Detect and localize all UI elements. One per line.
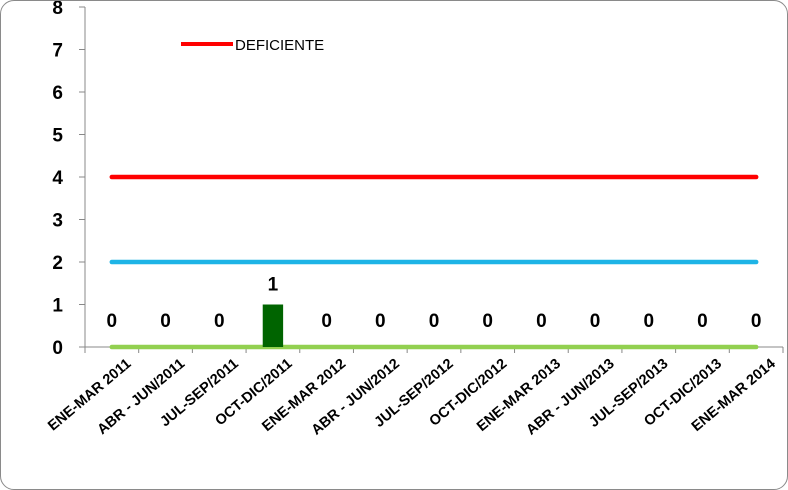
y-tick-label: 7 bbox=[52, 41, 63, 62]
data-label: 1 bbox=[268, 275, 279, 296]
axes bbox=[79, 6, 784, 353]
bar bbox=[262, 304, 284, 347]
data-label: 0 bbox=[375, 311, 386, 332]
y-tick-label: 4 bbox=[52, 168, 63, 189]
data-label: 0 bbox=[536, 311, 547, 332]
y-tick-label: 6 bbox=[52, 83, 63, 104]
y-tick-label: 2 bbox=[52, 253, 63, 274]
data-label: 0 bbox=[107, 311, 118, 332]
bars bbox=[262, 304, 284, 347]
y-tick-label: 5 bbox=[52, 126, 63, 147]
data-label: 0 bbox=[697, 311, 708, 332]
legend: DEFICIENTE bbox=[181, 37, 324, 54]
y-tick-label: 0 bbox=[52, 338, 63, 359]
y-tick-label: 3 bbox=[52, 211, 63, 232]
y-tick-labels: 0 1 2 3 4 5 6 7 8 bbox=[52, 1, 63, 359]
y-tick-label: 8 bbox=[52, 1, 63, 19]
series-lines bbox=[109, 174, 759, 350]
data-label: 0 bbox=[482, 311, 493, 332]
data-label: 0 bbox=[321, 311, 332, 332]
data-labels: 0 0 0 1 0 0 0 0 0 0 0 0 0 bbox=[107, 275, 762, 333]
data-label: 0 bbox=[160, 311, 171, 332]
legend-label-deficiente: DEFICIENTE bbox=[235, 37, 324, 54]
data-label: 0 bbox=[429, 311, 440, 332]
data-label: 0 bbox=[590, 311, 601, 332]
data-label: 0 bbox=[643, 311, 654, 332]
data-label: 0 bbox=[214, 311, 225, 332]
y-tick-label: 1 bbox=[52, 296, 63, 317]
data-label: 0 bbox=[751, 311, 762, 332]
